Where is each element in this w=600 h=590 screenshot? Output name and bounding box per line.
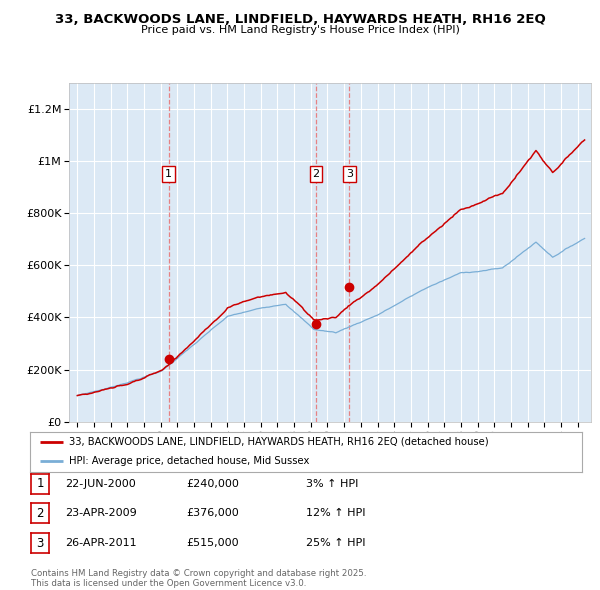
Text: Contains HM Land Registry data © Crown copyright and database right 2025.: Contains HM Land Registry data © Crown c… bbox=[31, 569, 367, 578]
Text: £240,000: £240,000 bbox=[186, 479, 239, 489]
Text: £515,000: £515,000 bbox=[186, 539, 239, 548]
Text: 2: 2 bbox=[37, 507, 44, 520]
Text: 25% ↑ HPI: 25% ↑ HPI bbox=[306, 539, 365, 548]
Text: 23-APR-2009: 23-APR-2009 bbox=[65, 509, 137, 518]
Text: 22-JUN-2000: 22-JUN-2000 bbox=[65, 479, 136, 489]
Text: 3: 3 bbox=[346, 169, 353, 179]
Text: 12% ↑ HPI: 12% ↑ HPI bbox=[306, 509, 365, 518]
Text: £376,000: £376,000 bbox=[186, 509, 239, 518]
Text: This data is licensed under the Open Government Licence v3.0.: This data is licensed under the Open Gov… bbox=[31, 579, 307, 588]
Text: 2: 2 bbox=[313, 169, 320, 179]
Text: 26-APR-2011: 26-APR-2011 bbox=[65, 539, 136, 548]
Text: 33, BACKWOODS LANE, LINDFIELD, HAYWARDS HEATH, RH16 2EQ: 33, BACKWOODS LANE, LINDFIELD, HAYWARDS … bbox=[55, 13, 545, 26]
Text: Price paid vs. HM Land Registry's House Price Index (HPI): Price paid vs. HM Land Registry's House … bbox=[140, 25, 460, 35]
Text: 1: 1 bbox=[165, 169, 172, 179]
Text: 1: 1 bbox=[37, 477, 44, 490]
Text: 33, BACKWOODS LANE, LINDFIELD, HAYWARDS HEATH, RH16 2EQ (detached house): 33, BACKWOODS LANE, LINDFIELD, HAYWARDS … bbox=[68, 437, 488, 447]
Text: HPI: Average price, detached house, Mid Sussex: HPI: Average price, detached house, Mid … bbox=[68, 455, 309, 466]
Text: 3: 3 bbox=[37, 537, 44, 550]
Text: 3% ↑ HPI: 3% ↑ HPI bbox=[306, 479, 358, 489]
